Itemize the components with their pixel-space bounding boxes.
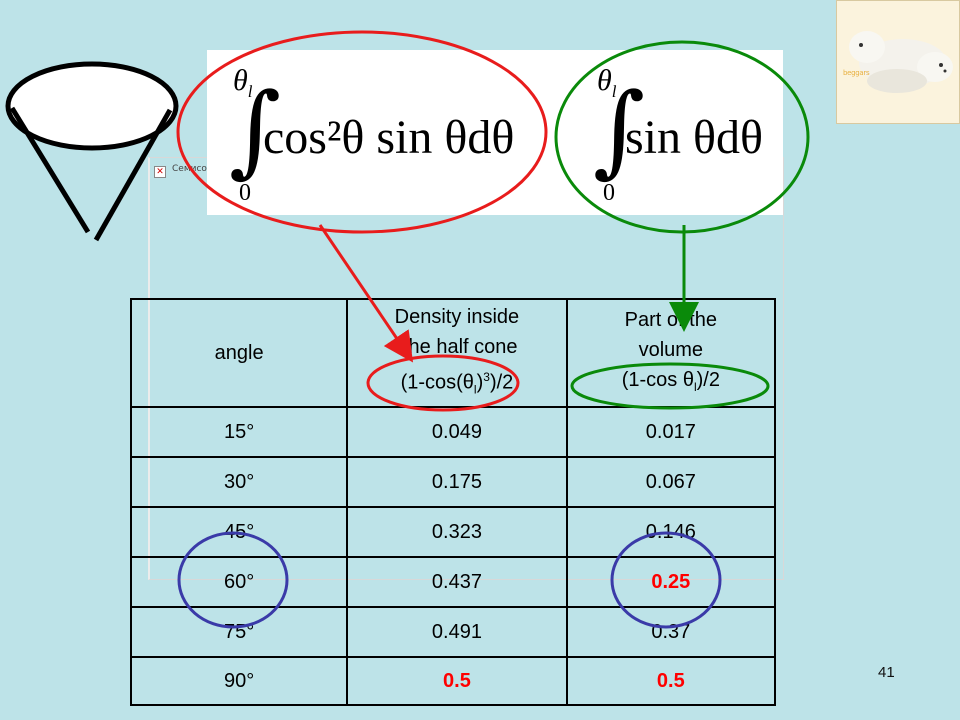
cell-volume-highlight: 0.25 bbox=[565, 556, 777, 608]
header-density: Density inside The half cone (1-cos(θl)3… bbox=[346, 298, 568, 408]
header-volume: Part of the volume (1-cos θl)/2 bbox=[565, 298, 777, 408]
page-number: 41 bbox=[878, 664, 895, 681]
integral-lower-limit: 0 bbox=[603, 180, 615, 206]
cell-volume-highlight: 0.5 bbox=[565, 656, 777, 706]
integrand: cos²θ sin θdθ bbox=[263, 111, 515, 164]
table-row: 60° 0.437 0.25 bbox=[129, 556, 777, 608]
table-row: 15° 0.049 0.017 bbox=[129, 406, 777, 458]
cone-opening bbox=[5, 61, 179, 151]
cell-density: 0.437 bbox=[346, 556, 568, 608]
cone-left-edge bbox=[9, 106, 91, 234]
polar-bear-icon bbox=[849, 31, 953, 93]
integral-lower-limit: 0 bbox=[239, 180, 251, 206]
cell-angle: 30° bbox=[129, 456, 349, 508]
table-row: 30° 0.175 0.067 bbox=[129, 456, 777, 508]
integrand: sin θdθ bbox=[625, 111, 763, 164]
bear-photo: beggars bbox=[836, 0, 960, 124]
cell-density: 0.491 bbox=[346, 606, 568, 658]
cell-density: 0.323 bbox=[346, 506, 568, 558]
formula-panel: θl ∫ 0 cos²θ sin θdθ θl ∫ 0 sin θdθ bbox=[207, 50, 783, 215]
cell-density: 0.175 bbox=[346, 456, 568, 508]
embedded-object-label: Cемисо bbox=[172, 164, 207, 174]
cell-volume: 0.37 bbox=[565, 606, 777, 658]
cell-density-highlight: 0.5 bbox=[346, 656, 568, 706]
cell-density: 0.049 bbox=[346, 406, 568, 458]
cell-angle: 75° bbox=[129, 606, 349, 658]
close-icon[interactable]: ✕ bbox=[154, 166, 166, 178]
cell-angle: 90° bbox=[129, 656, 349, 706]
cell-volume: 0.017 bbox=[565, 406, 777, 458]
cell-angle: 15° bbox=[129, 406, 349, 458]
table-header-row: angle Density inside The half cone (1-co… bbox=[129, 298, 777, 408]
header-angle: angle bbox=[129, 298, 349, 408]
table-row: 90° 0.5 0.5 bbox=[129, 656, 777, 706]
table-row: 75° 0.491 0.37 bbox=[129, 606, 777, 658]
cell-angle: 60° bbox=[129, 556, 349, 608]
density-formula: (1-cos(θl)3)/2 bbox=[400, 369, 514, 397]
cell-volume: 0.067 bbox=[565, 456, 777, 508]
cell-volume: 0.146 bbox=[565, 506, 777, 558]
photo-caption: beggars bbox=[843, 69, 870, 77]
table-row: 45° 0.323 0.146 bbox=[129, 506, 777, 558]
results-table: angle Density inside The half cone (1-co… bbox=[129, 298, 777, 706]
cell-angle: 45° bbox=[129, 506, 349, 558]
volume-formula: (1-cos θl)/2 bbox=[621, 368, 720, 394]
